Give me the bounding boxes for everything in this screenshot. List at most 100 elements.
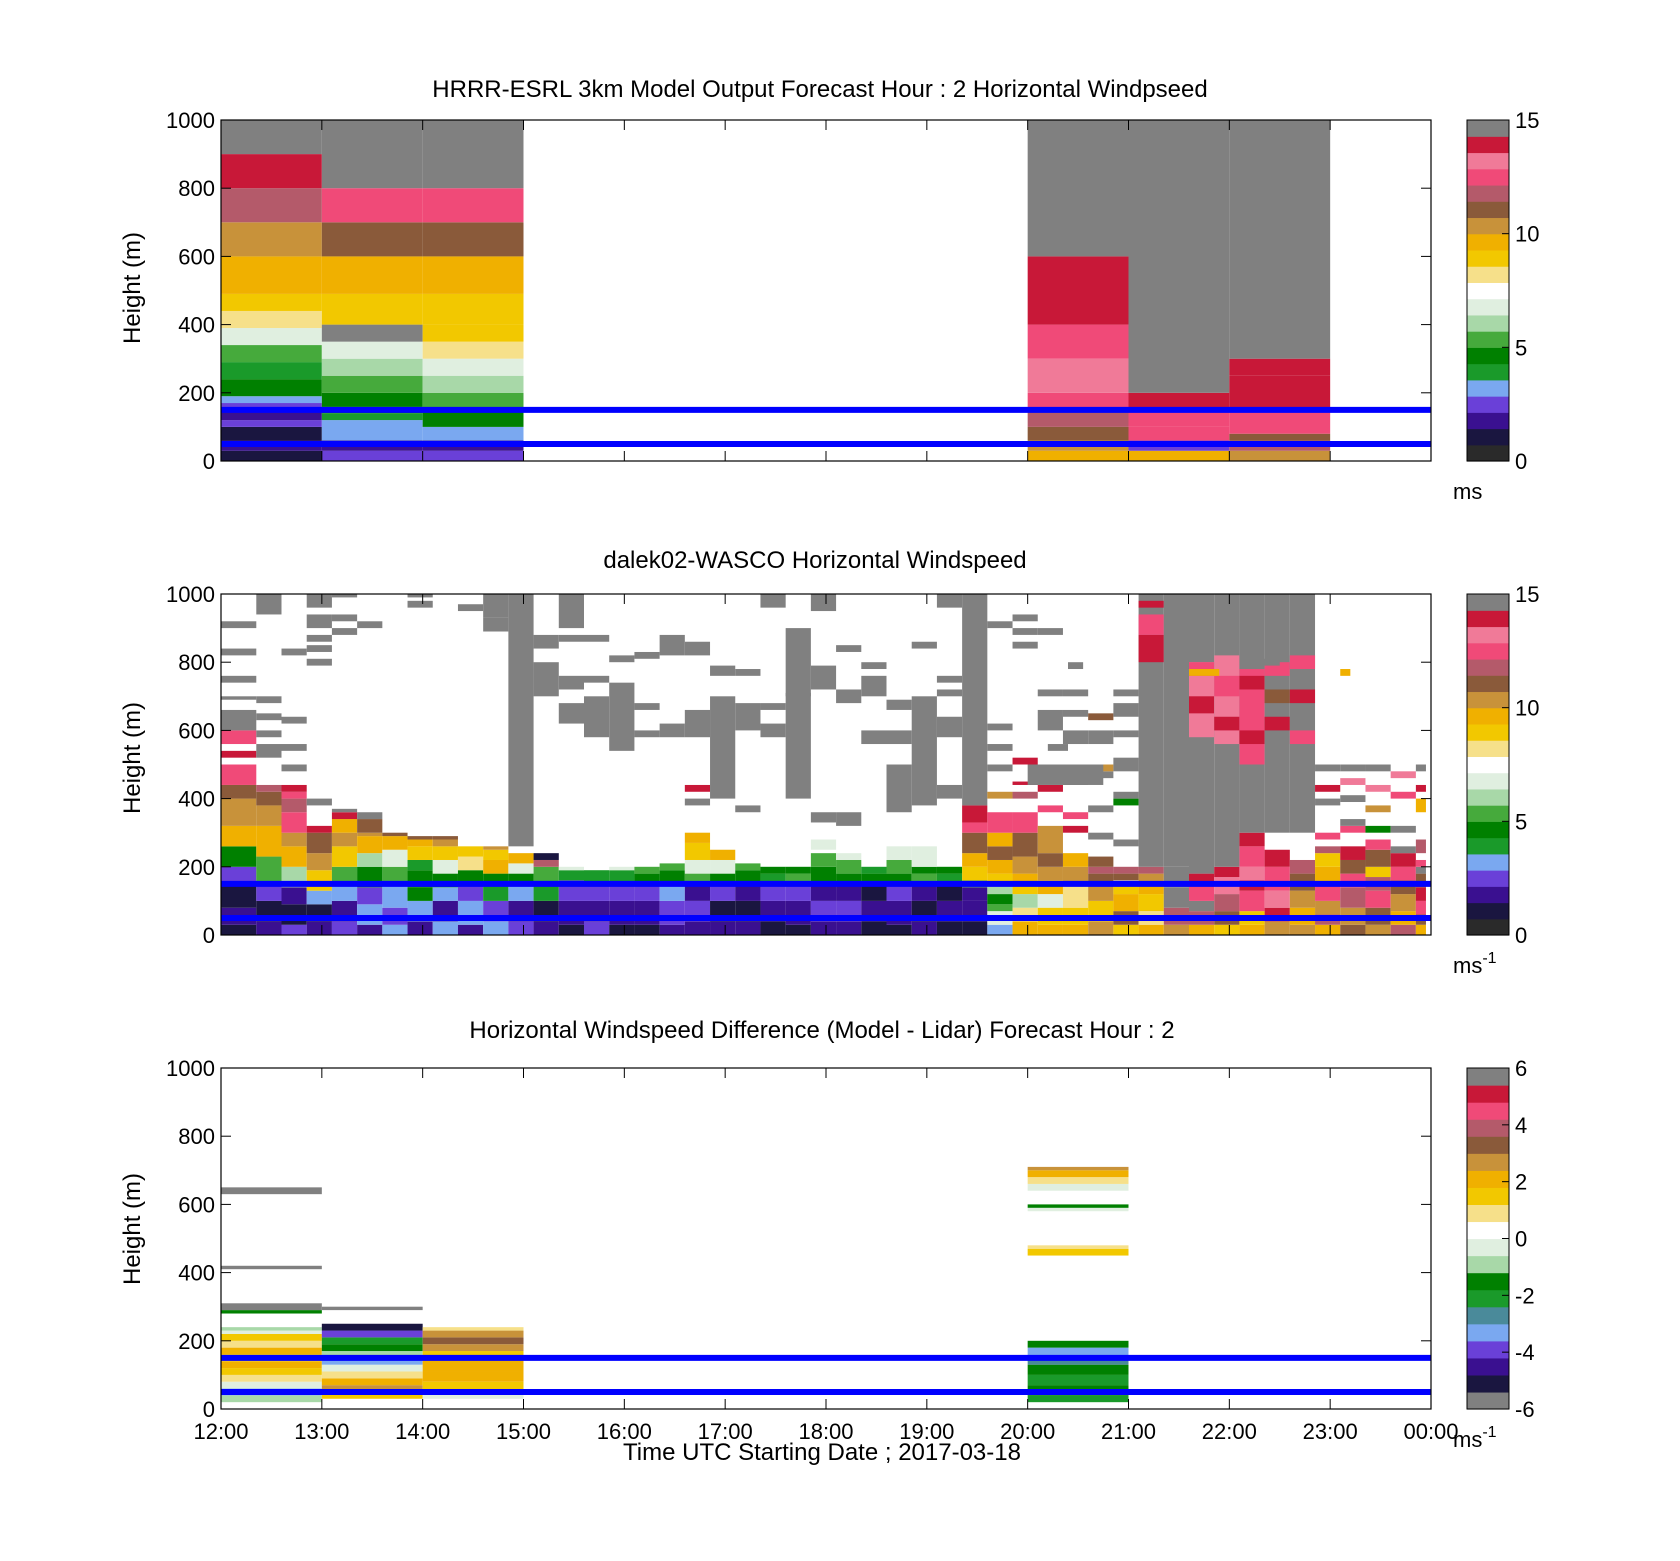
heatmap-cell <box>321 1323 423 1331</box>
heatmap-cell <box>422 1391 524 1399</box>
heatmap-cell <box>836 689 862 704</box>
colorbar-tick-label: 10 <box>1515 696 1539 721</box>
colorbar-swatch <box>1467 363 1509 381</box>
heatmap-cell <box>886 846 912 860</box>
heatmap-cell <box>1365 849 1391 867</box>
heatmap-cell <box>584 675 610 683</box>
x-ticks <box>220 594 1432 935</box>
heatmap-cell <box>321 1306 423 1311</box>
heatmap-cell <box>987 873 1013 884</box>
heatmap-cell <box>331 883 358 901</box>
heatmap-cell <box>659 723 685 738</box>
heatmap-cell <box>382 836 408 850</box>
y-tick-label: 1000 <box>166 1056 215 1081</box>
heatmap-cell <box>1113 924 1139 935</box>
heatmap-cell <box>558 924 584 935</box>
heatmap-cell <box>1229 450 1331 461</box>
y-tick-label: 800 <box>178 650 215 675</box>
heatmap-cell <box>533 866 559 881</box>
colorbar-tick-label: 0 <box>1515 1227 1527 1252</box>
y-tick-label: 1000 <box>166 582 215 607</box>
heatmap-cell <box>1027 426 1129 441</box>
heatmap-cell <box>221 396 322 404</box>
heatmap-cell <box>1189 696 1215 714</box>
heatmap-cell <box>861 866 887 874</box>
colorbar-tick-label: 10 <box>1515 222 1539 247</box>
heatmap-cell <box>1289 730 1316 745</box>
heatmap-cell <box>221 403 322 410</box>
x-tick-label: 16:00 <box>597 1419 652 1444</box>
heatmap-cell <box>836 859 862 874</box>
heatmap-cell <box>221 1265 322 1270</box>
heatmap-cell <box>321 1344 423 1352</box>
heatmap-cell <box>1037 628 1063 635</box>
heatmap-cell <box>962 805 988 823</box>
heatmap-cell <box>558 675 584 690</box>
heatmap-cell <box>1365 764 1391 772</box>
colorbar-swatch <box>1467 1255 1509 1274</box>
heatmap-cell <box>1037 825 1063 854</box>
heatmap-cell <box>1088 921 1114 935</box>
heatmap-cell <box>1037 784 1063 792</box>
heatmap-cell <box>407 594 433 598</box>
heatmap-cell <box>1012 856 1038 874</box>
heatmap-cell <box>1088 805 1114 813</box>
heatmap-cell <box>1138 894 1164 912</box>
heatmap-cell <box>483 849 509 860</box>
heatmap-cell <box>1340 795 1366 803</box>
heatmap-cell <box>221 1395 322 1403</box>
heatmap-cell <box>1214 716 1240 731</box>
colorbar-unit: ms-1 <box>1453 950 1497 978</box>
y-tick-label: 400 <box>178 787 215 812</box>
heatmap-cell <box>1365 866 1391 878</box>
heatmap-cell <box>785 883 811 901</box>
heatmap-cell <box>306 870 332 891</box>
heatmap-cell <box>836 812 862 826</box>
heatmap-cell <box>221 1381 322 1389</box>
heatmap-cell <box>457 856 484 871</box>
heatmap-cell <box>221 866 257 884</box>
colorbar: 0 5 10 15 ms <box>1453 108 1539 504</box>
heatmap-cell <box>457 883 484 901</box>
heatmap-cell <box>281 832 307 847</box>
heatmap-cell <box>1012 921 1038 935</box>
heatmap-cell <box>422 409 524 427</box>
heatmap-cell <box>321 375 423 393</box>
heatmap-cell <box>306 832 332 854</box>
heatmap-cell <box>221 1374 322 1382</box>
heatmap-cell <box>558 634 584 642</box>
heatmap-cell <box>1027 1395 1129 1403</box>
heatmap-cell <box>987 883 1013 895</box>
heatmap-cell <box>306 645 332 652</box>
heatmap-cell <box>1037 805 1063 813</box>
heatmap-cell <box>1113 791 1139 799</box>
heatmap-cell <box>508 873 534 884</box>
y-ticks: 0 200 400 600 800 1000 <box>166 582 1431 948</box>
colorbar-swatch <box>1467 642 1509 660</box>
heatmap-cell <box>1012 812 1038 833</box>
heatmap-cell <box>936 716 963 738</box>
heatmap-cell <box>407 600 433 608</box>
heatmap-cell <box>911 873 937 884</box>
heatmap-cell <box>886 699 912 710</box>
heatmap-cell <box>331 921 358 935</box>
heatmap-cell <box>1340 819 1366 826</box>
heatmap-cell <box>1138 924 1164 935</box>
heatmap-cell <box>422 392 524 410</box>
heatmap-cell <box>1138 600 1164 608</box>
heatmap-cell <box>609 924 635 935</box>
heatmap-cell <box>221 764 257 785</box>
colorbar-tick-label: 0 <box>1515 449 1527 474</box>
heatmap-cell <box>508 863 534 874</box>
heatmap-cell <box>331 812 358 820</box>
heatmap-cell <box>281 846 307 867</box>
heatmap-cell <box>221 924 257 935</box>
heatmap-cell <box>1239 890 1265 912</box>
heatmap-cell <box>684 859 711 874</box>
x-tick-label: 12:00 <box>193 1419 248 1444</box>
heatmap-cell <box>1037 853 1063 867</box>
heatmap-cell <box>1264 849 1290 867</box>
heatmap-cell <box>221 730 257 745</box>
heatmap-cell <box>331 594 358 598</box>
heatmap-cell <box>886 764 912 813</box>
